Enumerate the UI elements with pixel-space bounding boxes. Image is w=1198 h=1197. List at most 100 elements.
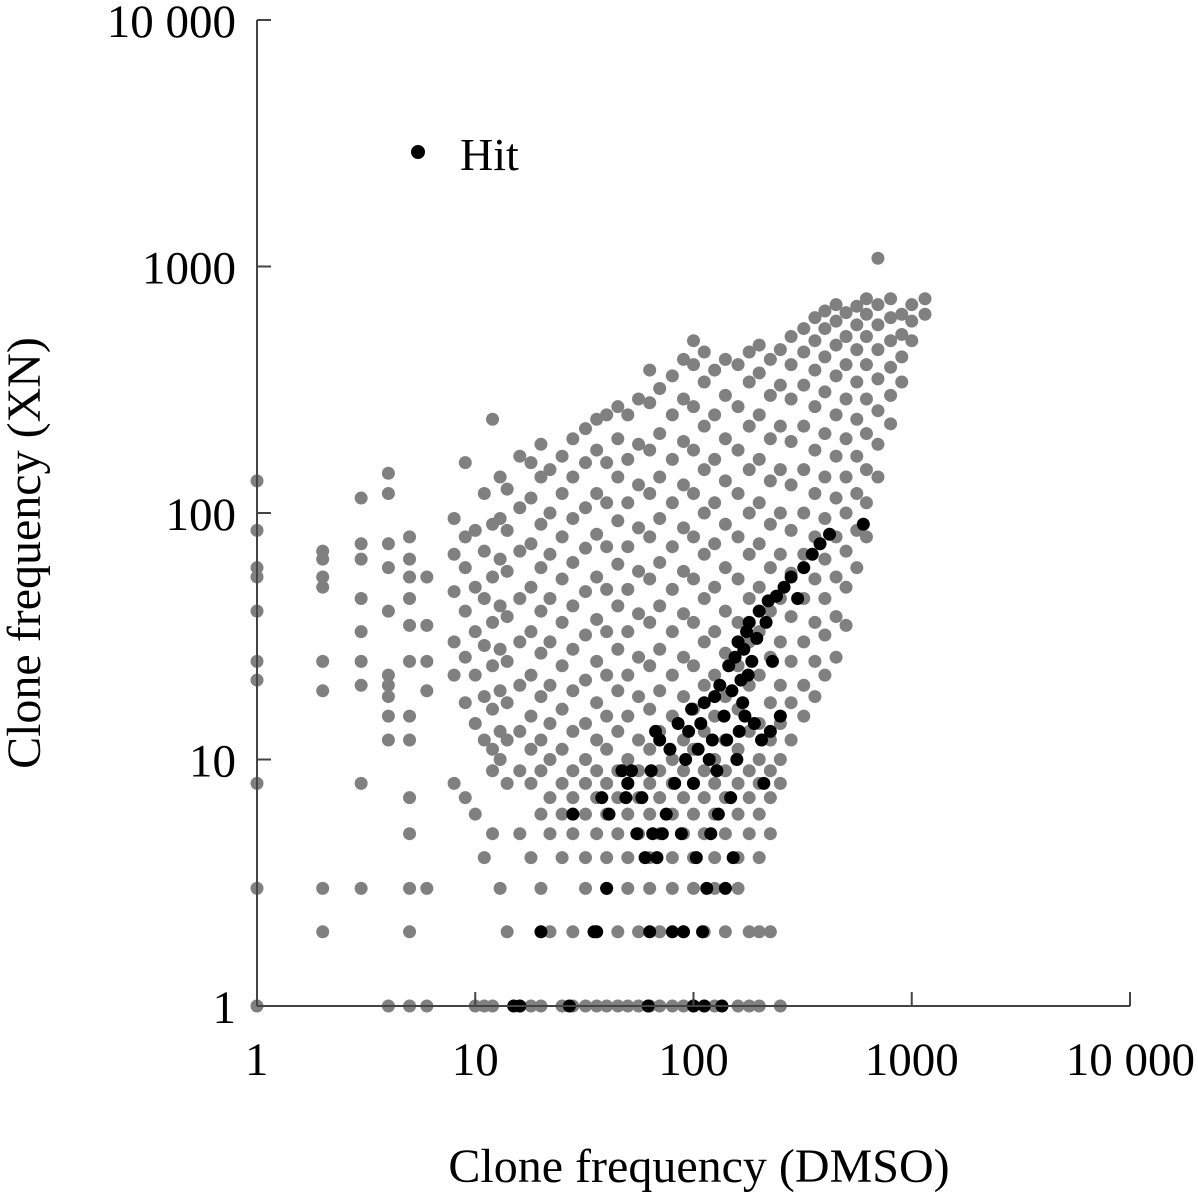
data-point <box>354 654 368 668</box>
data-point <box>590 443 604 457</box>
data-point <box>829 338 843 352</box>
data-point <box>797 378 811 392</box>
data-point <box>797 463 811 477</box>
data-point <box>458 791 472 805</box>
data-point <box>578 753 592 766</box>
x-tick-label: 100 <box>658 1034 729 1086</box>
data-point <box>524 851 538 865</box>
data-point <box>600 496 614 510</box>
data-point <box>818 552 832 566</box>
data-point <box>600 408 614 422</box>
data-point <box>555 659 569 673</box>
data-point <box>697 547 711 561</box>
data-point <box>763 352 777 366</box>
hit-data-point <box>700 881 714 895</box>
data-point <box>871 318 885 332</box>
data-point <box>555 486 569 500</box>
data-point <box>687 443 700 457</box>
data-point <box>643 615 657 629</box>
data-point <box>555 615 569 629</box>
data-point <box>784 523 798 537</box>
hit-data-point <box>595 791 609 805</box>
data-point <box>578 716 592 730</box>
data-point <box>632 607 646 621</box>
data-point <box>871 343 885 357</box>
data-point <box>797 322 811 336</box>
hit-data-point <box>653 733 667 747</box>
data-point <box>687 572 700 586</box>
data-point <box>784 358 798 372</box>
data-point <box>500 654 514 668</box>
data-point <box>677 764 691 778</box>
hit-data-point <box>759 615 773 629</box>
data-point <box>871 298 885 312</box>
data-point <box>493 511 507 525</box>
data-point <box>643 776 657 790</box>
data-point <box>808 572 822 586</box>
data-point <box>653 925 667 939</box>
data-point <box>708 776 722 790</box>
data-point <box>643 881 657 895</box>
data-point <box>687 400 700 414</box>
data-point <box>477 690 491 704</box>
data-point <box>316 925 330 939</box>
data-point <box>381 668 395 682</box>
data-point <box>742 419 756 433</box>
hit-data-point <box>769 589 783 603</box>
data-point <box>468 807 482 821</box>
data-point <box>543 678 557 692</box>
data-point <box>808 400 822 414</box>
data-point <box>403 618 417 632</box>
data-point <box>500 610 514 624</box>
x-axis-title: Clone frequency (DMSO) <box>448 1140 949 1193</box>
data-point <box>632 564 646 578</box>
hit-data-point <box>710 764 724 778</box>
data-point <box>687 659 700 673</box>
data-point <box>884 360 898 374</box>
hit-data-point <box>705 733 719 747</box>
data-point <box>543 591 557 605</box>
data-point <box>752 753 766 766</box>
data-point <box>918 292 932 306</box>
data-point <box>621 807 635 821</box>
hit-data-point <box>757 776 771 790</box>
data-point <box>524 537 538 551</box>
data-point <box>742 547 756 561</box>
data-point <box>808 443 822 457</box>
hit-data-point <box>732 724 746 738</box>
data-point <box>447 547 461 561</box>
data-point <box>643 396 657 410</box>
data-point <box>458 561 472 575</box>
data-point <box>534 517 548 531</box>
data-point <box>524 709 538 723</box>
data-point <box>611 925 625 939</box>
data-point <box>773 343 787 357</box>
data-point <box>513 827 527 841</box>
data-point <box>316 881 330 895</box>
data-point <box>752 807 766 821</box>
data-point <box>621 496 635 510</box>
data-point <box>918 307 932 321</box>
data-point <box>677 435 691 449</box>
data-point <box>477 544 491 558</box>
data-point <box>718 561 732 575</box>
data-point <box>513 501 527 515</box>
data-point <box>590 486 604 500</box>
x-tick-label: 10 <box>452 1034 499 1086</box>
hit-data-point <box>671 716 685 730</box>
data-point <box>555 851 569 865</box>
data-point <box>524 668 538 682</box>
data-point <box>555 530 569 544</box>
data-point <box>534 733 548 747</box>
hit-data-point <box>856 517 870 531</box>
data-point <box>653 791 667 805</box>
data-point <box>731 530 745 544</box>
hit-data-point <box>615 764 629 778</box>
data-point <box>718 517 732 531</box>
data-point <box>643 807 657 821</box>
data-point <box>354 776 368 790</box>
data-point <box>763 388 777 402</box>
data-point <box>590 612 604 626</box>
hit-data-point <box>791 591 805 605</box>
data-point <box>611 432 625 446</box>
